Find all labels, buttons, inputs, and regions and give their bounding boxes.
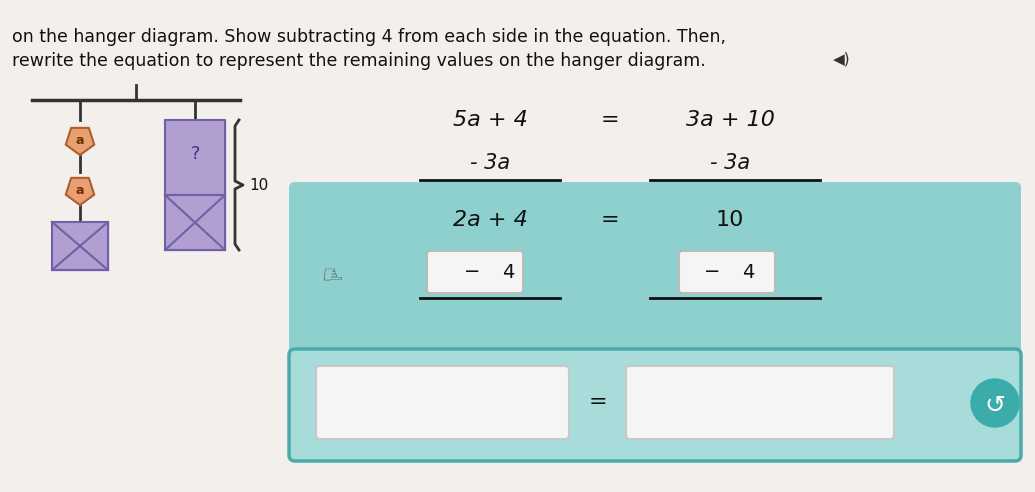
Text: 4: 4 <box>742 263 755 281</box>
Bar <box>52 222 108 270</box>
Text: 4: 4 <box>502 263 514 281</box>
Text: ?: ? <box>190 145 200 163</box>
Text: rewrite the equation to represent the remaining values on the hanger diagram.: rewrite the equation to represent the re… <box>12 52 706 70</box>
Bar <box>165 195 225 250</box>
Text: =: = <box>600 110 619 130</box>
Text: a: a <box>76 184 84 196</box>
Text: 5a + 4: 5a + 4 <box>452 110 528 130</box>
Text: 10: 10 <box>249 178 268 192</box>
FancyBboxPatch shape <box>626 366 894 439</box>
FancyBboxPatch shape <box>289 182 1021 354</box>
Bar <box>165 120 225 195</box>
Text: 2a + 4: 2a + 4 <box>452 210 528 230</box>
FancyBboxPatch shape <box>316 366 569 439</box>
Polygon shape <box>66 128 94 155</box>
Polygon shape <box>66 178 94 205</box>
Text: ↺: ↺ <box>984 394 1005 418</box>
Text: 3a + 10: 3a + 10 <box>685 110 774 130</box>
Text: −: − <box>704 263 720 281</box>
Text: on the hanger diagram. Show subtracting 4 from each side in the equation. Then,: on the hanger diagram. Show subtracting … <box>12 28 726 46</box>
Text: =: = <box>589 392 608 412</box>
Text: =: = <box>600 210 619 230</box>
FancyBboxPatch shape <box>427 251 523 293</box>
FancyBboxPatch shape <box>289 349 1021 461</box>
FancyBboxPatch shape <box>679 251 775 293</box>
Circle shape <box>971 379 1019 427</box>
Text: −: − <box>464 263 480 281</box>
Text: a: a <box>76 133 84 147</box>
Text: 10: 10 <box>716 210 744 230</box>
Text: ☝: ☝ <box>316 267 341 282</box>
Text: ◀): ◀) <box>833 52 851 67</box>
Text: - 3a: - 3a <box>470 153 510 173</box>
Text: - 3a: - 3a <box>710 153 750 173</box>
